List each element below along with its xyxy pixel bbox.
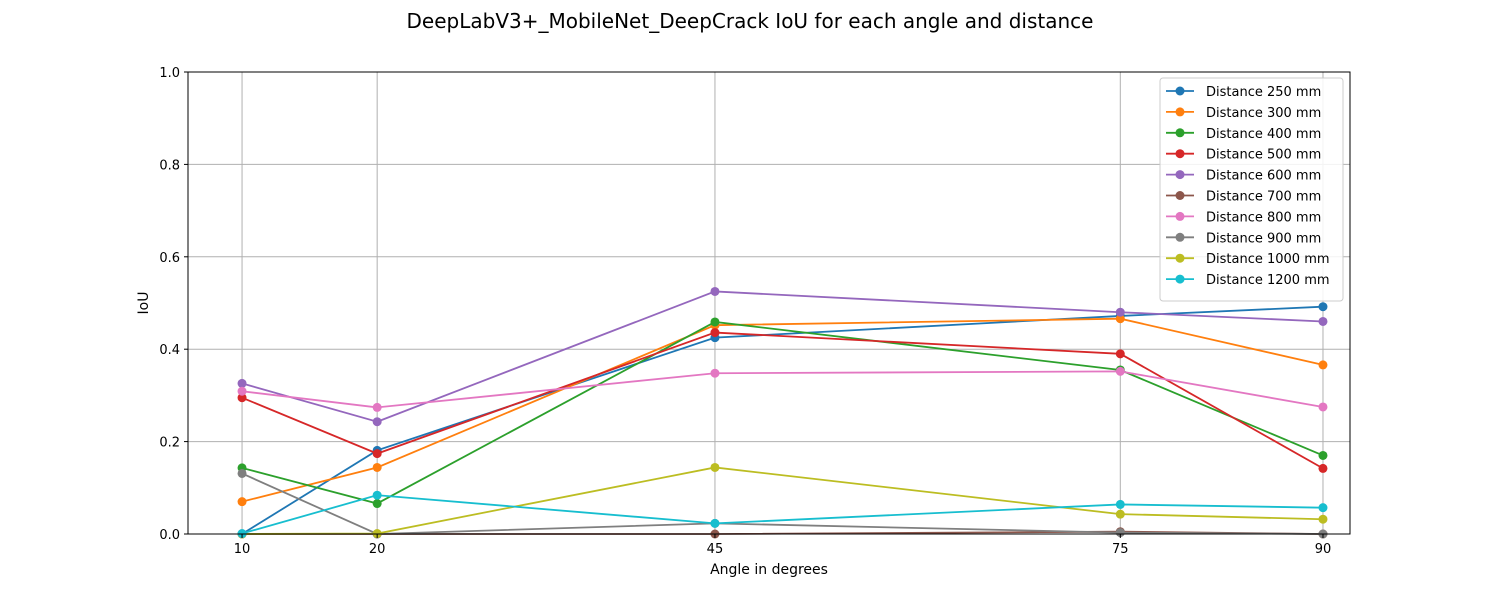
data-point [1318, 360, 1328, 370]
legend-marker [1175, 211, 1185, 221]
x-tick-label: 20 [369, 542, 386, 557]
series-4 [237, 328, 1328, 473]
data-point [1115, 509, 1125, 519]
data-point [372, 417, 382, 427]
y-tick-label: 0.2 [159, 436, 180, 451]
data-point [1115, 314, 1125, 324]
data-point [710, 328, 720, 338]
legend-label: Distance 700 mm [1206, 190, 1321, 205]
plot-series [237, 286, 1328, 539]
data-point [1115, 349, 1125, 359]
data-point [710, 368, 720, 378]
data-point [710, 317, 720, 327]
legend-label: Distance 1200 mm [1206, 273, 1330, 288]
legend-label: Distance 900 mm [1206, 231, 1321, 246]
series-9 [237, 462, 1328, 539]
data-point [710, 518, 720, 528]
legend-marker [1175, 170, 1185, 180]
x-tick-label: 45 [707, 542, 724, 557]
data-point [1115, 307, 1125, 317]
legend-marker [1175, 232, 1185, 242]
legend-box [1159, 77, 1344, 302]
legend-entry: Distance 700 mm [1166, 190, 1321, 205]
legend-entry: Distance 1000 mm [1166, 252, 1330, 267]
series-5 [237, 286, 1328, 427]
legend-marker [1175, 149, 1185, 159]
y-tick-label: 0.6 [159, 251, 180, 266]
data-point [710, 286, 720, 296]
y-tick-label: 0.4 [159, 343, 180, 358]
data-point [1318, 463, 1328, 473]
series-7 [237, 366, 1328, 412]
series-line [241, 290, 1324, 423]
data-point [237, 386, 247, 396]
data-point [1318, 316, 1328, 326]
data-point [1115, 366, 1125, 376]
x-tick-label: 75 [1112, 542, 1129, 557]
series-line [241, 317, 1324, 503]
series-1 [237, 302, 1328, 539]
legend-entry: Distance 300 mm [1166, 106, 1321, 121]
legend-label: Distance 250 mm [1206, 85, 1321, 100]
data-point [1318, 450, 1328, 460]
legend-entry: Distance 250 mm [1166, 85, 1321, 100]
series-2 [237, 314, 1328, 507]
data-point [1318, 402, 1328, 412]
data-point [237, 393, 247, 403]
y-tick-label: 0.0 [159, 528, 180, 543]
legend-entry: Distance 1200 mm [1166, 273, 1330, 288]
data-point [372, 490, 382, 500]
data-point [1318, 503, 1328, 513]
legend-label: Distance 800 mm [1206, 210, 1321, 225]
legend-label: Distance 300 mm [1206, 106, 1321, 121]
legend: Distance 250 mm Distance 300 mm Distance 4… [1159, 77, 1344, 302]
legend-marker [1175, 86, 1185, 96]
legend-marker [1175, 191, 1185, 200]
legend-label: Distance 1000 mm [1206, 252, 1330, 267]
legend-marker [1175, 128, 1185, 138]
legend-entry: Distance 600 mm [1166, 169, 1321, 184]
data-point [1318, 302, 1328, 312]
legend-label: Distance 600 mm [1206, 169, 1321, 184]
legend-label: Distance 500 mm [1206, 148, 1321, 163]
legend-entry: Distance 900 mm [1166, 231, 1321, 246]
plot-frame [187, 71, 1351, 535]
chart-title: DeepLabV3+_MobileNet_DeepCrack IoU for e… [407, 9, 1094, 33]
legend-label: Distance 400 mm [1206, 127, 1321, 142]
data-point [372, 449, 382, 459]
data-point [372, 462, 382, 472]
axis-ticks: 10 20 45 75 90 0.0 0.2 0.4 0.6 0.8 1.0 [159, 66, 1331, 557]
data-point [372, 499, 382, 509]
y-tick-label: 0.8 [159, 158, 180, 173]
x-tick-label: 90 [1315, 542, 1332, 557]
data-point [1115, 528, 1125, 538]
series-line [241, 472, 1323, 535]
y-axis-label: IoU [136, 292, 152, 315]
data-point [237, 378, 247, 388]
y-tick-label: 1.0 [159, 66, 180, 81]
data-point [1318, 514, 1328, 524]
x-tick-label: 10 [234, 542, 251, 557]
data-point [237, 468, 247, 478]
data-point [1115, 499, 1125, 509]
series-10 [237, 490, 1328, 539]
legend-entry: Distance 500 mm [1166, 148, 1321, 163]
series-line [241, 305, 1324, 535]
data-point [237, 497, 247, 507]
legend-marker [1175, 274, 1185, 284]
legend-entry: Distance 800 mm [1166, 210, 1321, 225]
legend-entry: Distance 400 mm [1166, 127, 1321, 142]
data-point [710, 462, 720, 472]
legend-marker [1175, 253, 1185, 263]
data-point [372, 402, 382, 412]
legend-marker [1175, 107, 1185, 117]
series-line [241, 331, 1324, 470]
x-axis-label: Angle in degrees [710, 562, 828, 578]
